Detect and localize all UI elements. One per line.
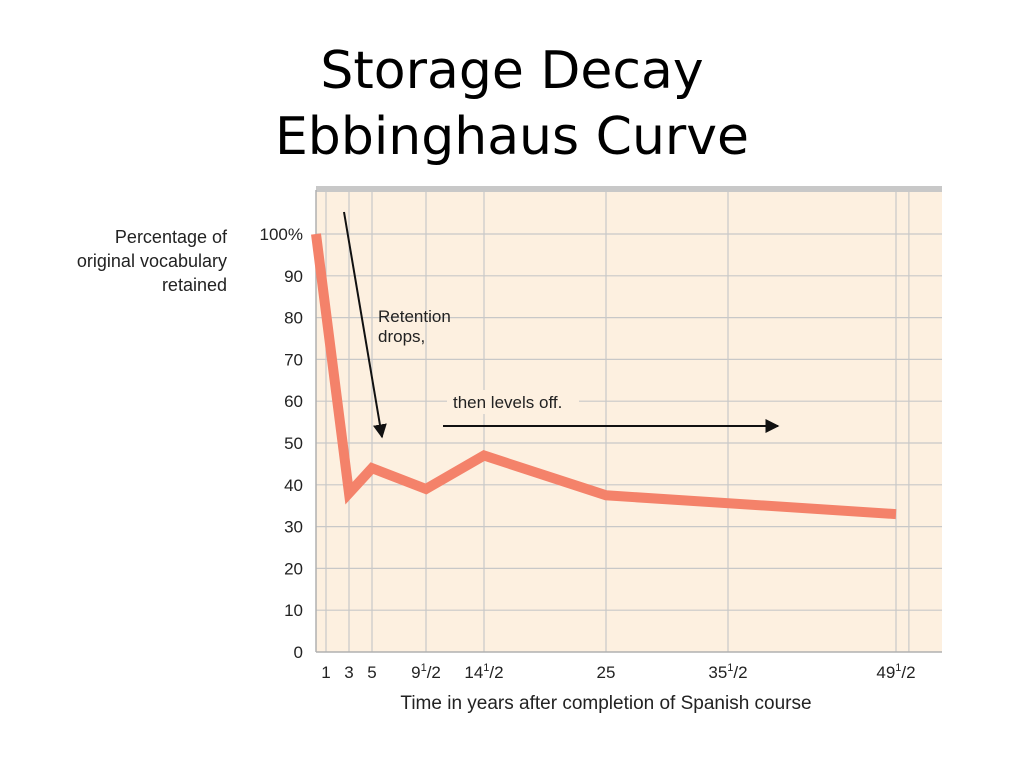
y-tick-label: 20: [284, 559, 303, 578]
y-tick-labels: 100% 90 80 70 60 50 40 30 20 10 0: [260, 225, 303, 662]
annotation-text: drops,: [378, 327, 425, 346]
title-line-2: Ebbinghaus Curve: [274, 107, 750, 167]
y-tick-label: 40: [284, 476, 303, 495]
annotation-label-bg: [447, 390, 579, 414]
annotation-arrow-drops: [343, 211, 387, 439]
y-axis-label-line: Percentage of: [115, 227, 228, 247]
retention-line: [311, 233, 897, 520]
annotation-text: Retention: [378, 307, 451, 326]
plot-background: [316, 190, 942, 652]
y-axis-label-line: original vocabulary: [77, 251, 227, 271]
y-tick-label: 70: [284, 350, 303, 369]
y-axis-label: Percentage of original vocabulary retained: [77, 227, 228, 295]
y-tick-label: 30: [284, 518, 303, 537]
y-tick-label: 100%: [260, 225, 303, 244]
series-layer: [311, 233, 897, 520]
y-tick-label: 10: [284, 601, 303, 620]
plot-top-band: [316, 186, 942, 192]
x-tick-label: 91/2: [411, 662, 441, 682]
x-tick-label: 5: [367, 663, 376, 682]
slide-title: Storage Decay Ebbinghaus Curve: [0, 38, 1024, 170]
title-line-1: Storage Decay: [320, 41, 704, 101]
annotation-text: then levels off.: [453, 393, 562, 412]
y-tick-label: 90: [284, 267, 303, 286]
x-tick-label: 141/2: [464, 662, 503, 682]
x-tick-label: 3: [344, 663, 353, 682]
x-tick-label: 1: [321, 663, 330, 682]
x-tick-label: 491/2: [876, 662, 915, 682]
x-tick-labels: 1 3 5 91/2 141/2 25 351/2 491/2: [321, 662, 915, 682]
x-tick-label: 25: [597, 663, 616, 682]
y-tick-label: 0: [294, 643, 303, 662]
x-tick-label: 351/2: [708, 662, 747, 682]
y-tick-label: 60: [284, 392, 303, 411]
x-axis-label: Time in years after completion of Spanis…: [400, 693, 811, 714]
grid-lines: [316, 190, 942, 652]
y-tick-label: 50: [284, 434, 303, 453]
y-axis-label-line: retained: [162, 275, 227, 295]
y-tick-label: 80: [284, 309, 303, 328]
